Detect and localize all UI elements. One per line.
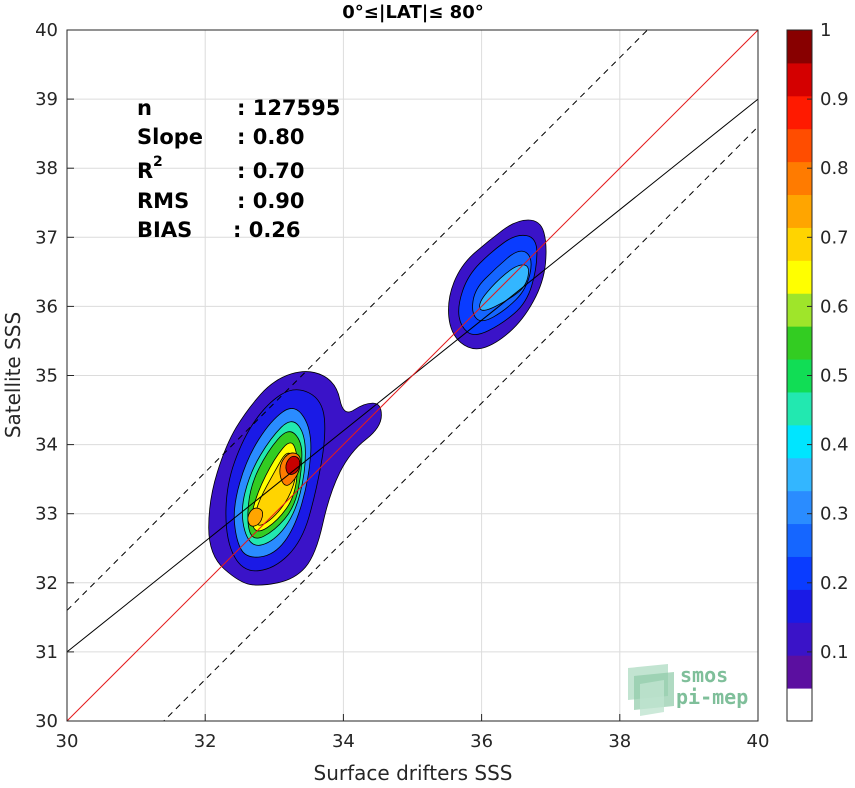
watermark-logo: smos pi-mep (628, 663, 748, 716)
stat-label-r2: R (137, 159, 153, 183)
identity-line (67, 30, 758, 721)
colorbar-tick-label-8: 0.9 (820, 89, 849, 110)
y-tick-label-8: 38 (35, 158, 58, 179)
colorbar-segment-19 (787, 62, 812, 97)
colorbar-segment-11 (787, 326, 812, 360)
y-tick-label-1: 31 (35, 642, 58, 663)
y-tick-label-5: 35 (35, 366, 58, 387)
x-tick-label-1: 32 (194, 731, 217, 752)
stat-label-n: n (137, 96, 152, 120)
y-tick-label-10: 40 (35, 20, 58, 41)
colorbar (787, 30, 812, 722)
colorbar-tick-label-7: 0.8 (820, 158, 849, 179)
colorbar-segment-15 (787, 194, 812, 228)
x-tick-label-0: 30 (56, 731, 79, 752)
colorbar-tick-label-6: 0.7 (820, 227, 849, 248)
logo-text-pimep: pi-mep (676, 685, 748, 709)
grid (66, 29, 759, 722)
y-tick-label-0: 30 (35, 711, 58, 732)
colorbar-ticks: 0.1 0.2 0.3 0.4 0.5 0.6 0.7 0.8 0.9 1 (807, 20, 849, 663)
chart-title: 0°≤|LAT|≤ 80° (342, 2, 483, 23)
colorbar-segment-1 (787, 655, 812, 689)
colorbar-tick-label-2: 0.3 (820, 504, 849, 525)
colorbar-segment-8 (787, 424, 812, 459)
cluster-high-level-3 (479, 264, 529, 311)
x-tick-label-5: 40 (747, 731, 770, 752)
logo-waves-icon (628, 664, 674, 716)
colorbar-segment-13 (787, 260, 812, 294)
y-tick-label-9: 39 (35, 89, 58, 110)
stat-label-slope: Slope (137, 125, 203, 149)
reference-lines (67, 30, 758, 721)
colorbar-segment-16 (787, 161, 812, 196)
stat-sup-r2: 2 (153, 154, 163, 170)
stat-value-bias: : 0.26 (233, 218, 301, 242)
stat-value-rms: : 0.90 (237, 189, 305, 213)
contours (208, 219, 547, 586)
colorbar-segment-9 (787, 391, 812, 426)
colorbar-tick-label-1: 0.2 (820, 573, 849, 594)
x-tick-label-3: 36 (470, 731, 493, 752)
colorbar-segment-7 (787, 457, 812, 492)
logo-text-smos: smos (680, 663, 728, 687)
colorbar-segment-14 (787, 227, 812, 261)
colorbar-segment-18 (787, 95, 812, 130)
colorbar-tick-label-5: 0.6 (820, 296, 849, 317)
colorbar-segment-12 (787, 293, 812, 327)
upper-dashed-line (67, 30, 649, 611)
colorbar-tick-label-0: 0.1 (820, 642, 849, 663)
colorbar-segment-0 (787, 688, 812, 722)
x-tick-label-4: 38 (608, 731, 631, 752)
colorbar-segment-5 (787, 523, 812, 557)
colorbar-segment-6 (787, 490, 812, 525)
colorbar-segment-2 (787, 622, 812, 656)
x-axis-label: Surface drifters SSS (314, 761, 513, 784)
colorbar-segment-3 (787, 589, 812, 623)
y-tick-label-7: 37 (35, 227, 58, 248)
colorbar-tick-label-3: 0.4 (820, 435, 849, 456)
y-tick-label-3: 33 (35, 504, 58, 525)
colorbar-segment-17 (787, 128, 812, 163)
stat-value-slope: : 0.80 (237, 125, 305, 149)
x-ticks: 30 32 34 36 38 40 (56, 714, 770, 752)
lower-dashed-line (163, 126, 758, 721)
stat-label-bias: BIAS (137, 218, 192, 242)
x-tick-label-2: 34 (332, 731, 355, 752)
colorbar-tick-label-9: 1 (820, 20, 831, 41)
colorbar-segment-4 (787, 556, 812, 590)
stat-value-n: : 127595 (237, 96, 340, 120)
y-tick-label-6: 36 (35, 296, 58, 317)
y-tick-label-2: 32 (35, 573, 58, 594)
colorbar-segment-20 (787, 30, 812, 64)
stats-box: n : 127595 Slope : 0.80 R 2 : 0.70 RMS :… (137, 96, 340, 242)
colorbar-tick-label-4: 0.5 (820, 366, 849, 387)
y-tick-label-4: 34 (35, 435, 58, 456)
stat-value-r2: : 0.70 (237, 159, 305, 183)
stat-label-rms: RMS (137, 189, 189, 213)
cluster-low-level-9 (285, 455, 301, 475)
cluster-low-level-7 (247, 507, 264, 527)
y-axis-label: Satellite SSS (1, 312, 25, 438)
y-ticks: 30 31 32 33 34 35 36 37 38 39 40 (35, 20, 74, 732)
